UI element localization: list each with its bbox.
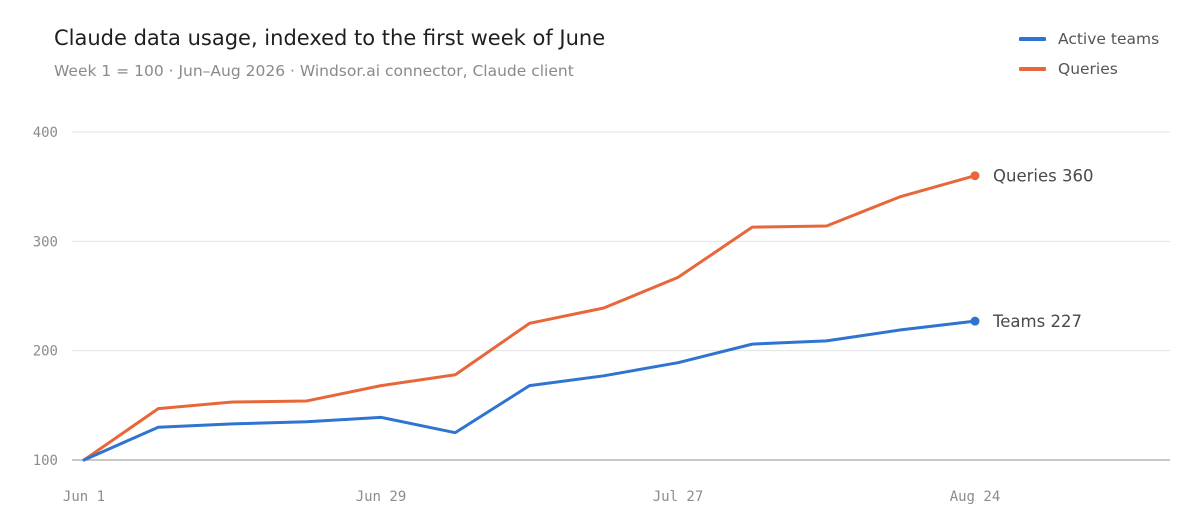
chart-subtitle: Week 1 = 100 · Jun–Aug 2026 · Windsor.ai… xyxy=(54,62,574,80)
x-tick-label-jul-27: Jul 27 xyxy=(653,489,704,505)
end-label-queries: Queries 360 xyxy=(993,167,1093,186)
legend-label-queries: Queries xyxy=(1058,60,1118,78)
y-tick-label-300: 300 xyxy=(33,234,58,250)
legend-item-queries: Queries xyxy=(1019,54,1159,84)
x-tick-label-jun-29: Jun 29 xyxy=(356,489,407,505)
legend-item-active-teams: Active teams xyxy=(1019,24,1159,54)
series-line-queries xyxy=(82,174,977,462)
x-tick-label-aug-24: Aug 24 xyxy=(950,489,1001,505)
y-tick-label-200: 200 xyxy=(33,344,58,360)
legend-label-active-teams: Active teams xyxy=(1058,30,1160,48)
series-line-active-teams xyxy=(82,319,977,462)
chart-legend: Active teams Queries xyxy=(1019,24,1159,84)
series-end-point-active-teams xyxy=(970,316,980,326)
grid-layer xyxy=(72,131,1170,461)
end-label-active-teams: Teams 227 xyxy=(992,312,1082,331)
series-end-point-queries xyxy=(970,171,980,181)
series-layer xyxy=(82,171,980,462)
legend-swatch-active-teams xyxy=(1019,37,1046,41)
legend-swatch-queries xyxy=(1019,67,1046,71)
axis-layer: 100 200 300 400 Jun 1 Jun 29 Jul 27 Aug 24 xyxy=(33,125,1001,505)
y-tick-label-100: 100 xyxy=(33,453,58,469)
x-tick-label-jun-1: Jun 1 xyxy=(63,489,105,505)
y-tick-label-400: 400 xyxy=(33,125,58,141)
end-label-layer: Queries 360 Teams 227 xyxy=(992,167,1093,331)
chart-title: Claude data usage, indexed to the first … xyxy=(54,26,606,50)
